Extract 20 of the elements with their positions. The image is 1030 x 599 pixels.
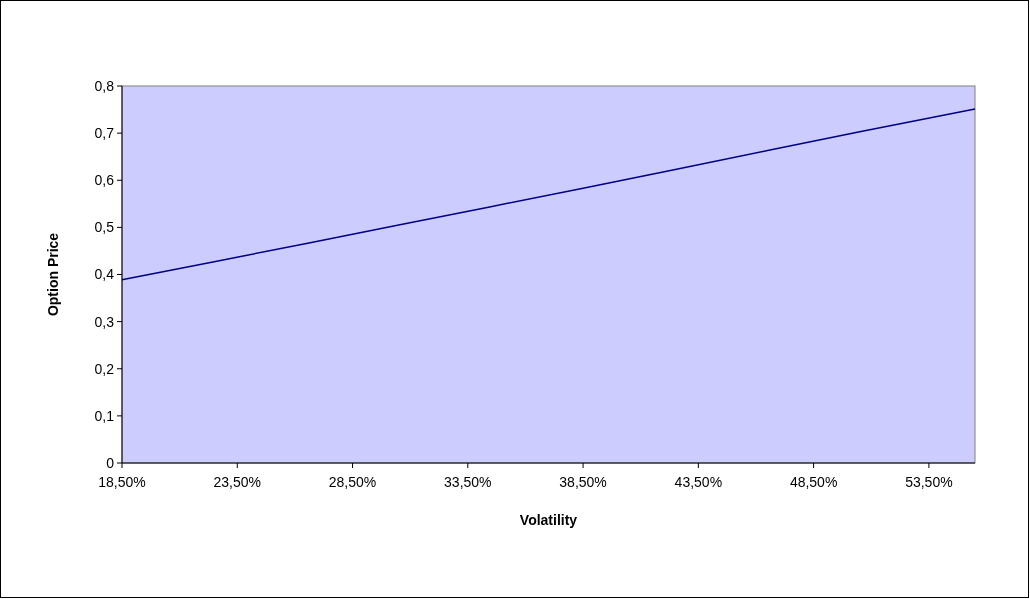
y-tick-label: 0,4 xyxy=(94,266,115,283)
x-tick-label: 48,50% xyxy=(789,474,838,490)
y-tick-label: 0 xyxy=(106,454,115,471)
x-axis-title: Volatility xyxy=(519,512,578,528)
y-axis-title: Option Price xyxy=(45,232,61,317)
x-tick-label: 43,50% xyxy=(674,474,723,490)
x-tick-label: 33,50% xyxy=(444,474,492,490)
y-tick-label: 0,2 xyxy=(94,360,115,377)
x-tick-label: 28,50% xyxy=(328,474,377,490)
y-tick-label: 0,5 xyxy=(94,219,115,236)
x-tick-label: 53,50% xyxy=(905,474,953,490)
y-tick-label: 0,7 xyxy=(94,125,115,142)
x-tick-label: 18,50% xyxy=(98,474,146,490)
line-series xyxy=(121,108,976,281)
x-tick-label: 38,50% xyxy=(559,474,607,490)
y-tick-label: 0,8 xyxy=(94,77,115,94)
y-tick-label: 0,1 xyxy=(94,407,115,424)
y-tick-label: 0,3 xyxy=(94,313,115,330)
x-tick-label: 23,50% xyxy=(213,474,262,490)
y-tick-label: 0,6 xyxy=(94,172,115,189)
